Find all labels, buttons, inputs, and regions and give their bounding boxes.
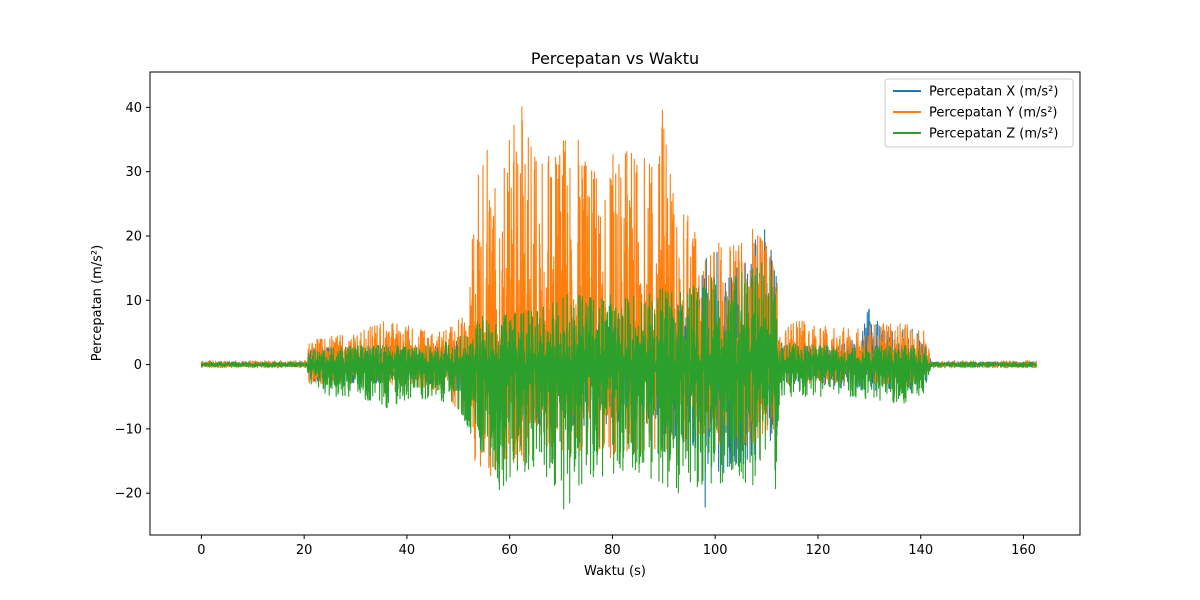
series-layer (200, 106, 1037, 510)
x-tick-label: 80 (604, 543, 621, 558)
y-tick-label: 20 (125, 229, 142, 244)
x-tick-label: 60 (501, 543, 518, 558)
plot-frame (149, 71, 1081, 536)
x-tick-label: 120 (806, 543, 831, 558)
y-tick-label: 0 (134, 358, 142, 373)
y-axis: −20 −10 0 10 20 30 40 (115, 101, 150, 502)
y-tick-label: −20 (115, 487, 142, 502)
x-tick-label: 160 (1011, 543, 1036, 558)
y-tick-label: 10 (125, 294, 142, 309)
series-line-2 (200, 262, 1037, 510)
x-tick-label: 40 (399, 543, 416, 558)
y-tick-label: −10 (115, 422, 142, 437)
x-tick-label: 140 (908, 543, 933, 558)
x-tick-label: 20 (296, 543, 313, 558)
y-tick-label: 40 (125, 101, 142, 116)
legend-frame (884, 78, 1074, 148)
y-tick-label: 30 (125, 165, 142, 180)
legend-label-2: Percepatan Z (m/s²) (929, 127, 1058, 142)
y-axis-label: Percepatan (m/s²) (90, 245, 105, 361)
x-axis: 0 20 40 60 80 100 120 140 160 (197, 535, 1036, 558)
chart-title: Percepatan vs Waktu (531, 49, 699, 68)
legend: Percepatan X (m/s²) Percepatan Y (m/s²) Pe… (884, 78, 1074, 148)
x-tick-label: 100 (703, 543, 728, 558)
x-axis-label: Waktu (s) (584, 564, 646, 579)
legend-label-1: Percepatan Y (m/s²) (929, 106, 1057, 121)
x-tick-label: 0 (197, 543, 205, 558)
legend-label-0: Percepatan X (m/s²) (929, 85, 1058, 100)
